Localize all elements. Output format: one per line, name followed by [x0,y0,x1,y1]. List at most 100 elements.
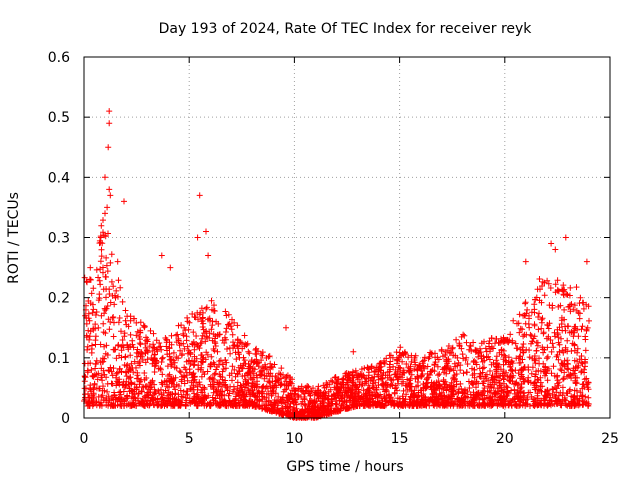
data-point [369,399,376,406]
data-point [586,317,592,324]
data-point [457,401,464,408]
data-point [170,382,177,388]
data-point [212,398,219,404]
data-point [196,311,203,318]
data-point [382,398,389,405]
data-point [543,355,550,362]
data-point [304,383,311,389]
data-point [498,351,505,358]
data-point [187,351,194,358]
data-point [176,368,183,375]
data-point [236,354,243,361]
data-point [266,353,273,360]
data-point [214,331,221,338]
data-point [520,396,527,403]
data-point [144,336,151,343]
data-point [449,345,456,352]
data-point [96,277,103,284]
data-point [133,332,140,339]
data-point [503,395,509,402]
data-point [101,305,108,312]
data-point [102,174,108,181]
data-point [545,280,552,287]
data-point [137,319,144,326]
data-point [122,395,129,402]
data-point [340,404,347,411]
data-point [457,380,464,387]
data-point [92,312,99,318]
data-point [582,393,589,400]
data-point [231,366,238,373]
data-point [84,343,91,350]
data-point [536,387,543,394]
data-point [210,307,217,314]
data-point [85,390,91,397]
data-point [489,393,496,400]
data-point [428,383,435,390]
data-point [559,287,566,294]
data-point [377,360,384,367]
data-point [541,292,548,299]
data-point [221,391,228,398]
data-point [560,282,567,289]
data-point [585,379,592,386]
data-point [555,288,562,295]
data-point [121,330,128,337]
data-point [118,328,124,335]
data-point [228,402,235,409]
data-point [91,380,98,387]
data-point [529,338,536,345]
data-point [197,340,204,347]
data-point [548,348,555,355]
data-point [420,402,427,408]
data-point [401,401,408,408]
data-point [234,371,241,378]
data-point [555,334,562,341]
y-tick-label: 0.2 [48,291,70,307]
data-point [487,368,493,374]
data-point [182,402,189,409]
data-point [443,381,450,388]
data-point [431,400,438,407]
data-point [483,348,490,355]
data-point [149,348,156,354]
data-point [360,393,366,400]
data-point [81,373,88,380]
data-point [92,361,99,368]
data-point [414,373,421,380]
data-point [81,385,88,392]
data-point [460,370,467,377]
data-point [235,364,242,371]
data-point [547,285,554,291]
data-point [559,384,566,391]
data-point [178,393,185,400]
data-point [245,360,252,367]
data-point [534,376,541,383]
data-point [451,360,458,367]
data-point [488,361,495,368]
data-point [278,381,285,388]
data-point [339,391,346,398]
data-point [339,376,346,383]
data-point [558,317,565,324]
data-point [382,381,389,388]
data-point [349,372,356,379]
data-point [315,383,322,390]
data-point [426,372,433,378]
data-point [166,344,173,351]
data-point [151,363,158,370]
data-point [234,402,241,409]
data-point [134,346,141,353]
data-point [493,353,500,360]
data-point [397,344,404,351]
data-point [582,363,588,370]
data-point [184,318,191,325]
data-point [426,398,433,404]
data-point [222,377,229,384]
data-point [259,369,266,376]
data-point [471,403,478,409]
data-point [119,382,126,389]
data-point [252,347,259,353]
data-point [85,315,92,322]
data-point [478,352,485,359]
